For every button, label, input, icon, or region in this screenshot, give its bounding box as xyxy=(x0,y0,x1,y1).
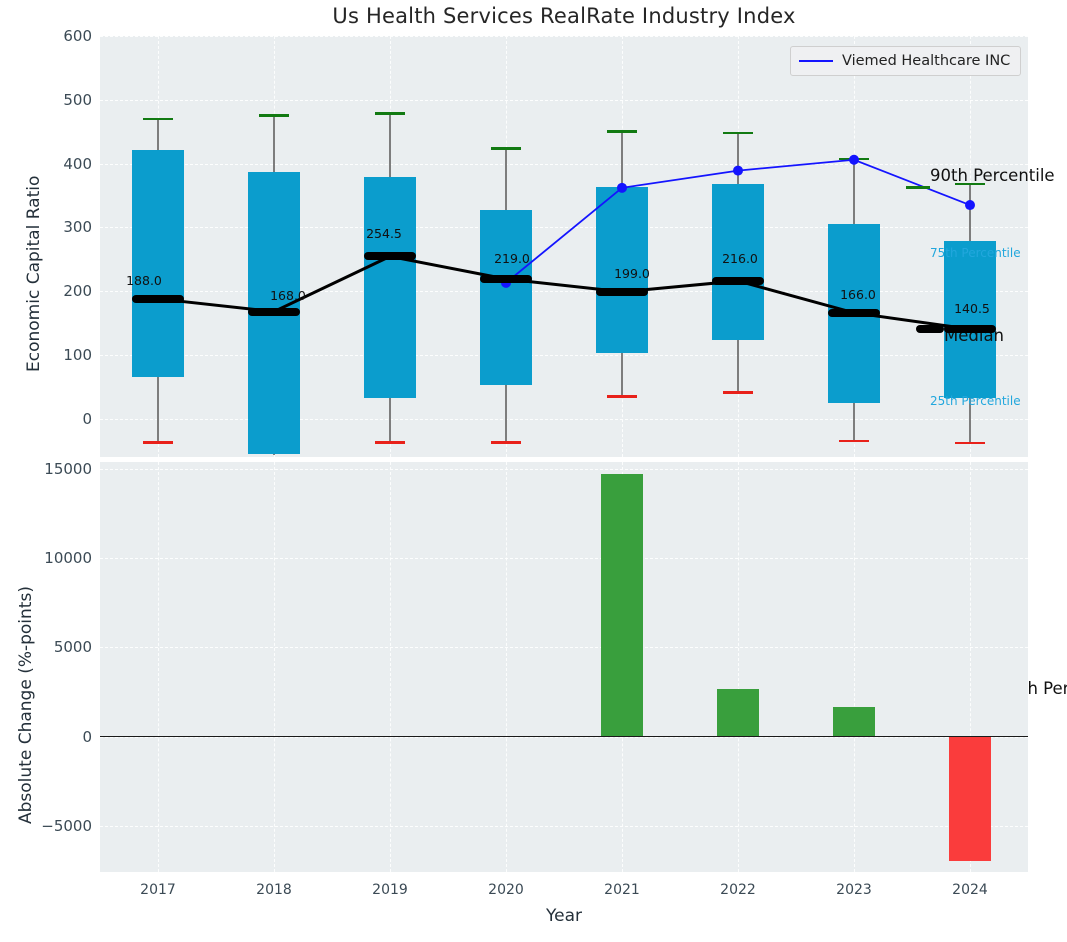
y-tick-label: 200 xyxy=(63,282,92,301)
median-value-label: 140.5 xyxy=(954,301,990,317)
y-tick-label: 15000 xyxy=(44,460,92,479)
legend-entry-label: Viemed Healthcare INC xyxy=(842,53,1011,69)
x-tick-label: 2017 xyxy=(140,882,176,898)
change-bar xyxy=(601,474,643,737)
median-value-label: 199.0 xyxy=(614,265,650,281)
vertical-gridline xyxy=(738,462,739,872)
median-marker xyxy=(248,307,300,316)
x-tick-label: 2018 xyxy=(256,882,292,898)
vertical-gridline xyxy=(390,462,391,872)
p90-cap xyxy=(259,114,289,118)
x-axis-label: Year xyxy=(546,906,582,926)
y-tick-label: 0 xyxy=(82,727,92,746)
p90-cap xyxy=(491,146,521,150)
economic-capital-ratio-plot-area xyxy=(100,36,1028,457)
x-tick-label: 2019 xyxy=(372,882,408,898)
median-value-label: 188.0 xyxy=(126,272,162,288)
interquartile-box xyxy=(480,209,532,385)
gridline xyxy=(100,558,1028,560)
gridline xyxy=(100,647,1028,649)
gridline xyxy=(100,99,1028,101)
y-tick-label: 100 xyxy=(63,345,92,364)
p90-cap xyxy=(143,117,173,121)
median-marker xyxy=(712,276,764,285)
vertical-gridline xyxy=(970,462,971,872)
y-tick-label: 600 xyxy=(63,27,92,45)
y-tick-label: 500 xyxy=(63,90,92,109)
vertical-gridline xyxy=(158,462,159,872)
bottom-panel-y-axis-label: Absolute Change (%-points) xyxy=(16,586,36,824)
x-tick-label: 2021 xyxy=(604,882,640,898)
median-marker xyxy=(944,325,996,334)
gridline xyxy=(100,825,1028,827)
annotation-90th-percentile: 90th Percentile xyxy=(930,166,1055,185)
vertical-gridline xyxy=(506,462,507,872)
p90-cap xyxy=(607,130,637,133)
x-tick-label: 2020 xyxy=(488,882,524,898)
chart-legend: Viemed Healthcare INC xyxy=(790,46,1022,76)
y-tick-label: 400 xyxy=(63,154,92,173)
change-bar xyxy=(717,689,759,737)
x-tick-label: 2022 xyxy=(720,882,756,898)
chart-title: Us Health Services RealRate Industry Ind… xyxy=(332,4,796,28)
y-tick-label: 0 xyxy=(82,409,92,428)
gridline xyxy=(100,36,1028,37)
y-tick-label: 10000 xyxy=(44,549,92,568)
median-marker xyxy=(480,275,532,284)
gridline xyxy=(100,354,1028,356)
median-marker xyxy=(364,252,416,261)
legend-line-swatch xyxy=(799,59,833,63)
p10-cap xyxy=(375,441,405,444)
x-tick-label: 2023 xyxy=(836,882,872,898)
gridline xyxy=(100,418,1028,420)
gridline xyxy=(100,291,1028,293)
p90-cap xyxy=(375,111,405,115)
median-marker xyxy=(596,287,648,296)
vertical-gridline xyxy=(854,462,855,872)
median-annotation-stub xyxy=(916,325,944,334)
median-value-label: 219.0 xyxy=(494,251,530,267)
p10-cap xyxy=(839,439,869,443)
interquartile-box xyxy=(364,176,416,398)
median-value-label: 166.0 xyxy=(840,286,876,302)
y-tick-label: 300 xyxy=(63,218,92,237)
absolute-change-plot-area xyxy=(100,462,1028,872)
interquartile-box xyxy=(132,150,184,377)
gridline xyxy=(100,469,1028,471)
p10-cap xyxy=(491,441,521,444)
p90-annotation-stub xyxy=(906,186,930,189)
median-value-label: 168.0 xyxy=(270,287,306,303)
gridline xyxy=(100,227,1028,229)
median-marker xyxy=(828,308,880,317)
gridline xyxy=(100,163,1028,165)
p10-cap xyxy=(955,441,985,445)
p10-cap xyxy=(607,395,637,398)
zero-baseline xyxy=(100,735,1028,738)
x-tick-label: 2024 xyxy=(952,882,988,898)
p90-cap xyxy=(723,131,753,135)
p90-cap xyxy=(839,157,869,161)
annotation-25th-percentile: 25th Percentile xyxy=(930,394,1021,408)
p10-cap xyxy=(143,441,173,444)
change-bar xyxy=(949,736,991,862)
y-tick-label: 5000 xyxy=(53,638,92,657)
vertical-gridline xyxy=(274,462,275,872)
annotation-75th-percentile: 75th Percentile xyxy=(930,246,1021,260)
median-value-label: 254.5 xyxy=(366,226,402,242)
median-value-label: 216.0 xyxy=(722,250,758,266)
interquartile-box xyxy=(944,240,996,399)
top-panel-y-axis-label: Economic Capital Ratio xyxy=(24,175,44,372)
change-bar xyxy=(833,707,875,737)
y-tick-label: −5000 xyxy=(41,816,92,835)
p10-cap xyxy=(723,391,753,394)
median-marker xyxy=(132,294,184,303)
